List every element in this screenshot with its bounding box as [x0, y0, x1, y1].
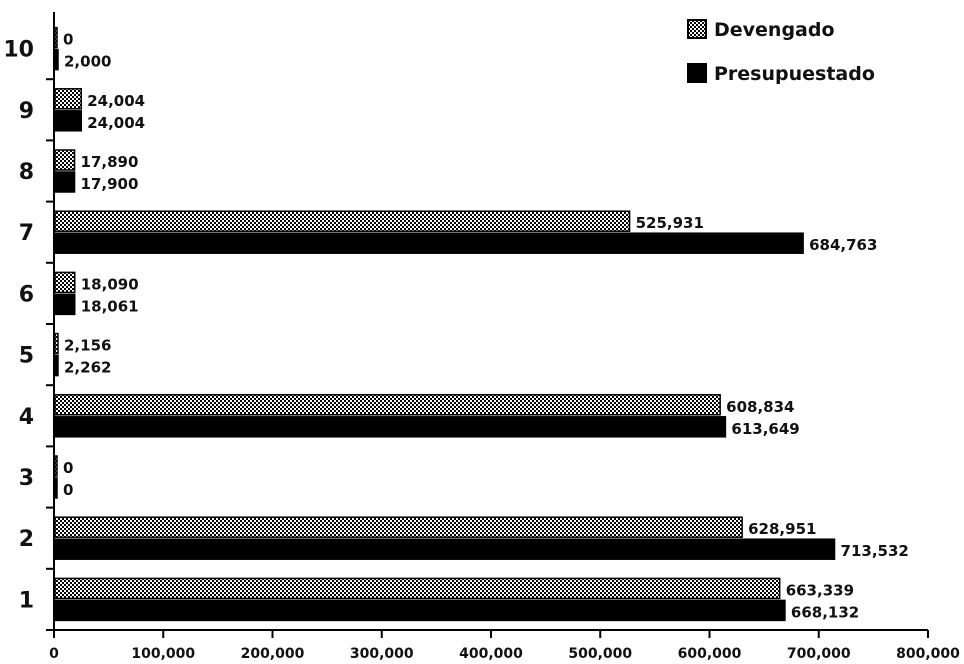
- x-tick-label: 100,000: [131, 646, 195, 662]
- x-tick-label: 0: [49, 646, 59, 662]
- data-label-devengado-4: 608,834: [726, 398, 794, 416]
- x-tick-label: 700,000: [787, 646, 851, 662]
- data-label-presupuestado-8: 17,900: [81, 175, 139, 193]
- bar-presupuestado-10: [54, 48, 59, 71]
- category-label: 3: [19, 466, 34, 491]
- data-label-devengado-6: 18,090: [81, 275, 139, 293]
- x-tick-label: 400,000: [459, 646, 523, 662]
- bar-presupuestado-4: [54, 416, 727, 438]
- axes-group: 0 100,000 200,000 300,000 400,000 500,000 600,…: [46, 12, 960, 662]
- data-label-presupuestado-5: 2,262: [64, 359, 111, 377]
- data-label-devengado-1: 663,339: [786, 581, 854, 599]
- bar-devengado-3: [54, 455, 58, 477]
- bar-presupuestado-1: [54, 599, 786, 622]
- data-label-presupuestado-3: 0: [63, 481, 73, 499]
- bar-devengado-2: [54, 516, 743, 538]
- x-tick-label: 500,000: [568, 646, 632, 662]
- data-label-presupuestado-9: 24,004: [87, 114, 145, 132]
- category-label: 4: [19, 405, 34, 430]
- legend: Devengado Presupuestado: [687, 19, 875, 85]
- data-label-devengado-9: 24,004: [87, 92, 145, 110]
- bar-presupuestado-5: [54, 354, 59, 377]
- legend-label-devengado: Devengado: [714, 19, 835, 41]
- x-tick-label: 200,000: [241, 646, 305, 662]
- bar-presupuestado-2: [54, 538, 836, 560]
- category-label: 5: [19, 344, 34, 369]
- bar-presupuestado-7: [54, 232, 804, 254]
- data-label-presupuestado-10: 2,000: [64, 53, 111, 71]
- bar-presupuestado-8: [54, 171, 76, 193]
- category-label: 8: [19, 160, 34, 185]
- data-label-presupuestado-6: 18,061: [81, 297, 139, 315]
- bar-devengado-5: [54, 332, 59, 355]
- legend-label-presupuestado: Presupuestado: [714, 63, 875, 85]
- bar-presupuestado-9: [54, 110, 82, 132]
- bar-devengado-10: [54, 26, 58, 49]
- data-label-devengado-2: 628,951: [748, 520, 816, 538]
- bars-group: [54, 26, 836, 622]
- bar-devengado-4: [54, 394, 721, 416]
- bar-devengado-1: [54, 577, 781, 600]
- x-tick-label: 300,000: [350, 646, 414, 662]
- data-label-presupuestado-2: 713,532: [841, 542, 909, 560]
- legend-swatch-presupuestado: [687, 63, 707, 83]
- data-label-devengado-8: 17,890: [81, 153, 139, 171]
- x-tick-label: 600,000: [678, 646, 742, 662]
- data-label-devengado-3: 0: [63, 459, 73, 477]
- x-tick-label: 800,000: [896, 646, 960, 662]
- data-label-presupuestado-7: 684,763: [809, 236, 877, 254]
- category-label: 2: [19, 527, 34, 552]
- legend-swatch-devengado: [687, 19, 707, 39]
- category-label: 7: [19, 221, 34, 246]
- data-label-devengado-7: 525,931: [636, 214, 704, 232]
- data-label-devengado-5: 2,156: [64, 337, 111, 355]
- data-label-presupuestado-4: 613,649: [731, 420, 799, 438]
- bar-devengado-8: [54, 149, 76, 171]
- data-label-devengado-10: 0: [63, 31, 73, 49]
- data-label-presupuestado-1: 668,132: [791, 603, 859, 621]
- bar-devengado-6: [54, 271, 76, 294]
- bar-presupuestado-6: [54, 293, 76, 316]
- bar-devengado-7: [54, 210, 631, 232]
- bar-presupuestado-3: [54, 477, 58, 499]
- labels-group: 1 663,339 668,132 2 628,951 713,532 3 0 0 4 608,83…: [3, 31, 908, 622]
- category-label: 1: [19, 588, 34, 613]
- category-label: 6: [19, 282, 34, 307]
- category-label: 9: [19, 99, 34, 124]
- category-label: 10: [3, 38, 34, 63]
- bar-devengado-9: [54, 88, 82, 110]
